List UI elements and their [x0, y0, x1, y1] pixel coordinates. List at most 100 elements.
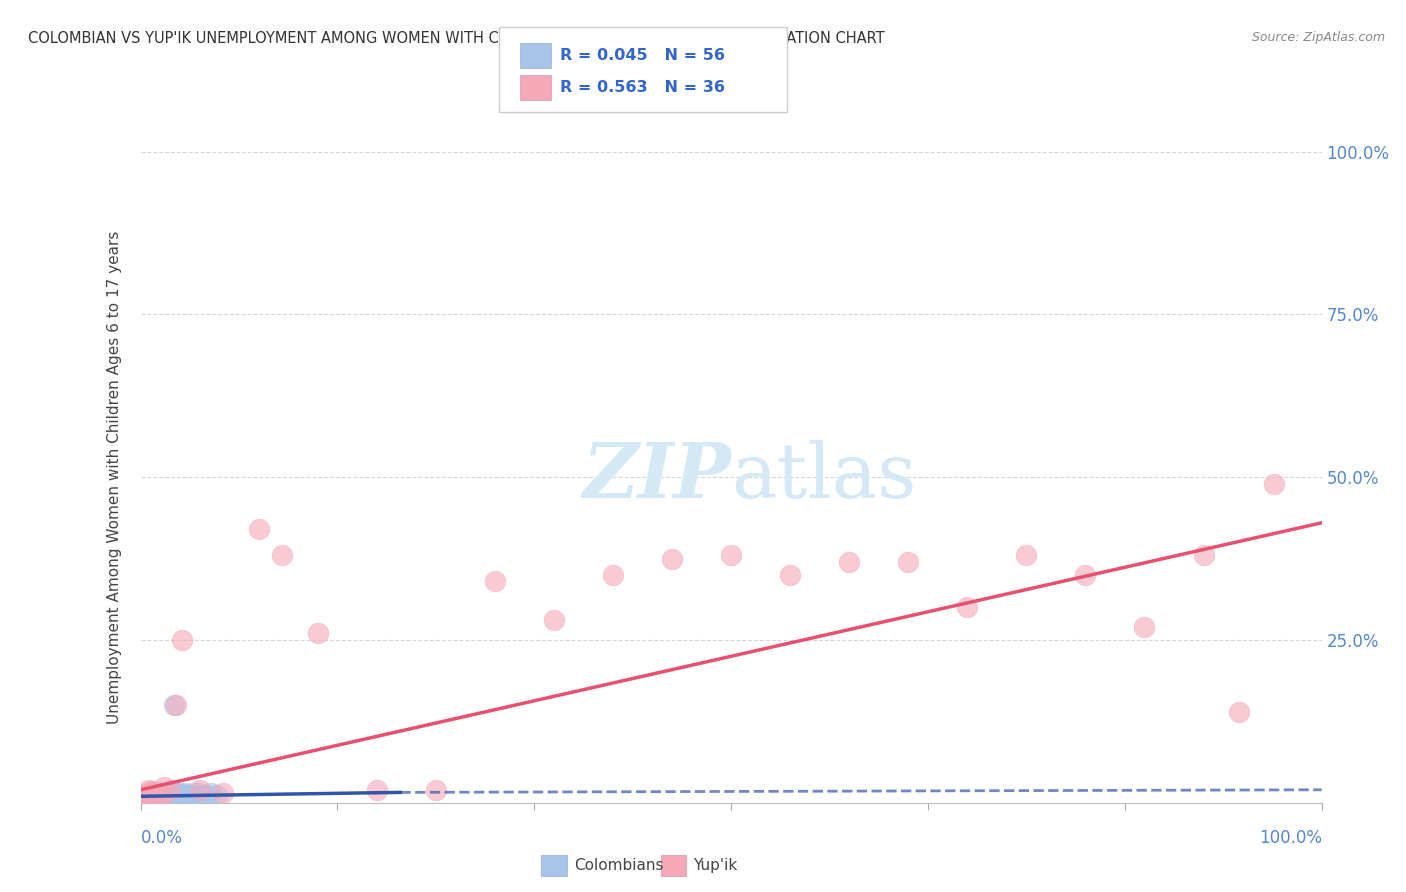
Point: [149, 788, 172, 802]
Point: [148, 786, 170, 800]
Point: [159, 782, 181, 797]
Point: [138, 786, 160, 800]
Point: [145, 789, 167, 804]
Point: [135, 786, 157, 800]
Point: [1227, 705, 1250, 719]
Point: [134, 792, 156, 806]
Point: [135, 789, 157, 804]
Text: 0.0%: 0.0%: [141, 829, 183, 847]
Point: [956, 600, 979, 615]
Point: [134, 790, 156, 805]
Point: [188, 782, 211, 797]
Point: [661, 551, 683, 566]
Text: R = 0.563   N = 36: R = 0.563 N = 36: [560, 80, 724, 95]
Text: R = 0.045   N = 56: R = 0.045 N = 56: [560, 48, 724, 62]
Point: [602, 568, 624, 582]
Point: [145, 786, 167, 800]
Point: [155, 786, 177, 800]
Point: [543, 614, 565, 628]
Text: Yup'ik: Yup'ik: [693, 858, 737, 872]
Text: Source: ZipAtlas.com: Source: ZipAtlas.com: [1251, 31, 1385, 45]
Point: [181, 786, 204, 800]
Point: [143, 786, 166, 800]
Point: [1263, 476, 1285, 491]
Point: [141, 788, 163, 802]
Point: [143, 789, 166, 804]
Point: [150, 789, 173, 804]
Point: [156, 789, 179, 804]
Point: [141, 792, 163, 806]
Point: [484, 574, 506, 589]
Y-axis label: Unemployment Among Women with Children Ages 6 to 17 years: Unemployment Among Women with Children A…: [107, 230, 122, 724]
Point: [170, 788, 193, 802]
Point: [307, 626, 329, 640]
Text: Colombians: Colombians: [574, 858, 664, 872]
Point: [720, 549, 742, 563]
Point: [141, 792, 163, 806]
Point: [146, 790, 169, 805]
Point: [139, 788, 162, 802]
Point: [136, 788, 159, 802]
Point: [134, 789, 156, 804]
Point: [186, 789, 208, 804]
Point: [897, 555, 920, 569]
Point: [148, 790, 170, 805]
Point: [132, 790, 155, 805]
Point: [155, 790, 177, 805]
Point: [134, 789, 156, 804]
Point: [838, 555, 860, 569]
Point: [139, 789, 162, 804]
Text: COLOMBIAN VS YUP'IK UNEMPLOYMENT AMONG WOMEN WITH CHILDREN AGES 6 TO 17 YEARS CO: COLOMBIAN VS YUP'IK UNEMPLOYMENT AMONG W…: [28, 31, 884, 46]
Point: [157, 788, 180, 802]
Point: [169, 786, 191, 800]
Point: [174, 786, 197, 800]
Point: [425, 782, 447, 797]
Text: ZIP: ZIP: [582, 441, 731, 514]
Text: atlas: atlas: [731, 441, 917, 514]
Point: [153, 788, 176, 802]
Point: [153, 780, 176, 794]
Point: [135, 792, 157, 806]
Point: [142, 790, 165, 805]
Point: [779, 568, 801, 582]
Point: [366, 782, 388, 797]
Point: [247, 522, 270, 536]
Text: 100.0%: 100.0%: [1258, 829, 1322, 847]
Point: [271, 549, 294, 563]
Point: [139, 791, 162, 805]
Point: [165, 698, 187, 712]
Point: [131, 794, 153, 808]
Point: [148, 790, 170, 805]
Point: [194, 788, 217, 802]
Point: [141, 784, 163, 798]
Point: [162, 788, 184, 802]
Point: [132, 792, 155, 806]
Point: [131, 794, 153, 808]
Point: [188, 786, 211, 800]
Point: [143, 784, 166, 798]
Point: [170, 633, 193, 648]
Point: [172, 789, 194, 804]
Point: [179, 789, 201, 804]
Point: [207, 788, 229, 802]
Point: [212, 786, 235, 800]
Point: [200, 786, 222, 800]
Point: [136, 782, 159, 797]
Point: [1015, 549, 1038, 563]
Point: [166, 786, 188, 800]
Point: [167, 789, 190, 804]
Point: [134, 791, 156, 805]
Point: [138, 790, 160, 805]
Point: [1192, 549, 1215, 563]
Point: [163, 698, 186, 712]
Point: [152, 786, 174, 800]
Point: [150, 789, 173, 804]
Point: [141, 789, 163, 804]
Point: [160, 784, 183, 798]
Point: [136, 792, 159, 806]
Point: [1074, 568, 1097, 582]
Point: [148, 789, 170, 804]
Point: [1133, 620, 1156, 634]
Point: [183, 788, 205, 802]
Point: [142, 786, 165, 800]
